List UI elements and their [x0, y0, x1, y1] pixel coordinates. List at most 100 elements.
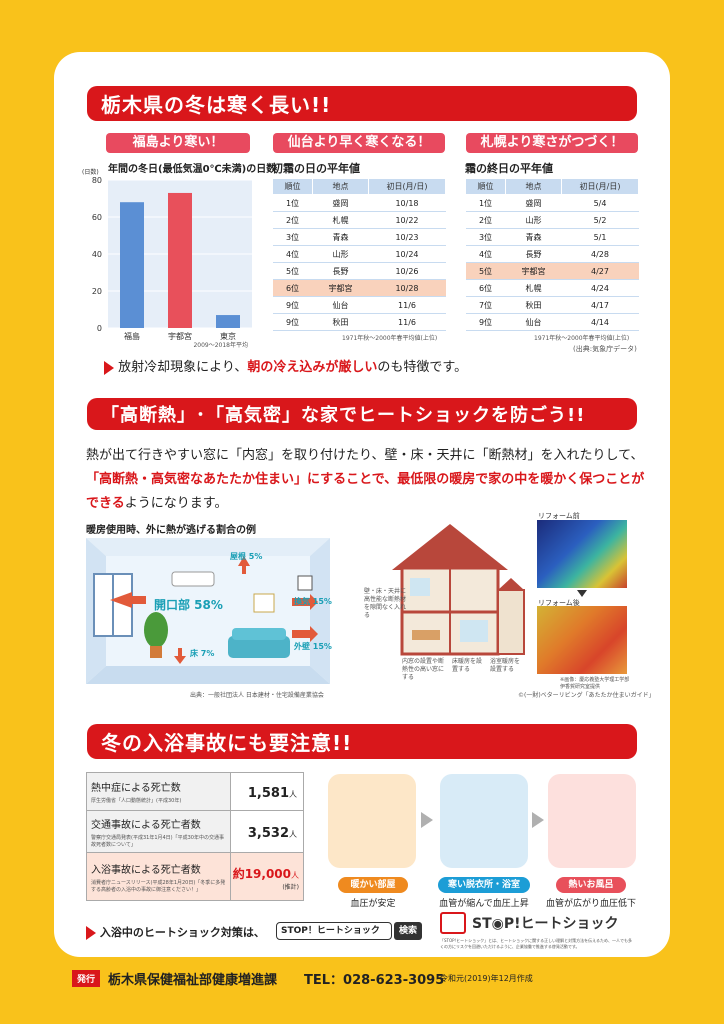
table-cell: 秋田 — [505, 296, 562, 314]
table-row: 3位 青森 5/1 — [465, 228, 639, 246]
table-cell: 5/1 — [561, 228, 639, 246]
step-caption: 血圧が安定 — [350, 899, 396, 909]
cold-note: 放射冷却現象により、朝の冷え込みが厳しいのも特徴です。 — [104, 356, 467, 375]
table-cell: 札幌 — [312, 211, 369, 229]
stat-unit: 人 — [291, 870, 299, 880]
y-tick-label: 80 — [92, 176, 102, 185]
table-cell: 5/2 — [561, 211, 639, 229]
hot-bath-illustration — [548, 774, 636, 868]
col1-pill: 福島より寒い！ — [106, 133, 250, 153]
search-input[interactable]: STOP！ヒートショック — [276, 922, 392, 940]
table-cell: 7位 — [465, 296, 506, 314]
table-cell: 10/28 — [368, 279, 446, 297]
table-cell: 青森 — [312, 228, 369, 246]
bar — [216, 315, 240, 328]
y-tick-label: 0 — [97, 324, 102, 333]
stat-sub: 厚生労働省「人口動態統計」(平成30年) — [91, 798, 182, 804]
y-tick-label: 20 — [92, 287, 102, 296]
table-cell: 青森 — [505, 228, 562, 246]
data-source: (出典:気象庁データ) — [573, 345, 637, 353]
table-cell: 4/14 — [561, 313, 639, 331]
stat-sub: 警察庁交通局発表(平成31年1月4日)「平成30年中の交通事故死者数について」 — [91, 834, 224, 848]
stat-row: 入浴事故による死亡者数 消費者庁ニュースリリース(平成28年1月20日)「冬季に… — [86, 852, 304, 901]
table-row: 5位 宇都宮 4/27 — [465, 262, 639, 280]
step-arrow-icon — [421, 812, 433, 828]
cold-dressing-room-illustration — [440, 774, 528, 868]
section3-title: 冬の入浴事故にも要注意!! — [87, 724, 637, 759]
thermal-image-before — [537, 520, 627, 588]
reform-before-label: リフォーム前 — [538, 512, 580, 520]
table-cell: 盛岡 — [312, 194, 369, 212]
table-cell: 3位 — [272, 228, 313, 246]
house-logo-icon — [440, 912, 466, 934]
table-cell: 11/6 — [368, 296, 446, 314]
table-cell: 宇都宮 — [505, 262, 562, 280]
label-ventilation: 換気 15% — [294, 597, 332, 606]
y-tick-label: 60 — [92, 213, 102, 222]
y-axis-label: (日数) — [82, 168, 99, 176]
para-part2: ようになります。 — [124, 496, 228, 511]
stat-row: 交通事故による死亡者数 警察庁交通局発表(平成31年1月4日)「平成30年中の交… — [86, 810, 304, 853]
table-cell: 6位 — [465, 279, 506, 297]
para-part1: 熱が出て行きやすい窓に「内窓」を取り付けたり、壁・床・天井に「断熱材」を入れたり… — [86, 448, 644, 463]
table-row: 6位 札幌 4/24 — [465, 279, 639, 297]
footer-badge: 発行 — [72, 970, 101, 987]
stat-value: 1,581 — [247, 786, 289, 801]
table-row: 2位 札幌 10/22 — [272, 211, 446, 229]
table-cell: 4位 — [465, 245, 506, 263]
warm-room-illustration — [328, 774, 416, 868]
x-tick-label: 宇都宮 — [168, 331, 192, 341]
table-cell: 9位 — [272, 296, 313, 314]
x-tick-label: 東京 — [220, 331, 236, 341]
search-pre: 入浴中のヒートショック対策は、 — [99, 926, 265, 939]
col3-pill: 札幌より寒さがつづく！ — [466, 133, 638, 153]
table-row: 9位 仙台 4/14 — [465, 313, 639, 331]
table-cell: 1位 — [465, 194, 506, 212]
table-row: 7位 秋田 4/17 — [465, 296, 639, 314]
chart-source: 2009～2018年平均 — [193, 341, 248, 348]
x-tick-label: 福島 — [124, 331, 140, 341]
table-row: 4位 山形 10/24 — [272, 245, 446, 263]
note-pre: 放射冷却現象により、 — [118, 360, 248, 375]
para-red: 「高断熱・高気密なあたたか住まい」にすることで、最低限の暖房で家の中を暖かく保つ… — [86, 472, 645, 511]
section1-title: 栃木県の冬は寒く長い!! — [87, 86, 637, 121]
stat-label: 交通事故による死亡者数 — [91, 819, 201, 831]
table-cell: 5位 — [272, 262, 313, 280]
room-illustration — [86, 538, 330, 684]
col-header: 順位 — [272, 178, 313, 195]
label-wall: 外壁 15% — [294, 642, 332, 651]
col-header: 地点 — [505, 178, 562, 195]
table-cell: 山形 — [505, 211, 562, 229]
table-row: 3位 青森 10/23 — [272, 228, 446, 246]
stop-heatshock-logo: ST◉P!ヒートショック — [472, 916, 619, 932]
thermal-image-after — [537, 606, 627, 674]
search-button[interactable]: 検索 — [394, 922, 422, 940]
insulation-paragraph: 熱が出て行きやすい窓に「内窓」を取り付けたり、壁・床・天井に「断熱材」を入れたり… — [86, 444, 646, 516]
first-frost-footnote: 1971年秋～2000年春平均値(上位) — [342, 335, 438, 342]
reform-credit: ※画像：慶応義塾大学理工学部伊香賀研究室提供 — [560, 677, 630, 690]
table-cell: 札幌 — [505, 279, 562, 297]
table-cell: 5位 — [465, 262, 506, 280]
stat-extra: (推計) — [282, 883, 299, 891]
search-prompt: 入浴中のヒートショック対策は、 — [86, 924, 265, 940]
logo-note: 「STOP!ヒートショック」とは、ヒートショックに関する正しい理解と対策方法を伝… — [440, 938, 633, 949]
table-row: 6位 宇都宮 10/28 — [272, 279, 446, 297]
table-cell: 1位 — [272, 194, 313, 212]
first-frost-table: 順位 地点 初日(月/日) 1位 盛岡 10/18 2位 札幌 10/22 3位 青森 10/2… — [272, 178, 446, 331]
section2-title: 「高断熱」･「高気密」な家でヒートショックを防ごう!! — [87, 398, 637, 430]
table-cell: 4/24 — [561, 279, 639, 297]
table-cell: 山形 — [312, 245, 369, 263]
last-frost-footnote: 1971年秋～2000年春平均値(上位) — [534, 335, 630, 342]
stat-label: 入浴事故による死亡者数 — [91, 864, 201, 876]
table-row: 9位 秋田 11/6 — [272, 313, 446, 331]
table-cell: 長野 — [505, 245, 562, 263]
last-frost-table: 順位 地点 初日(月/日) 1位 盛岡 5/4 2位 山形 5/2 3位 青森 5/1 4位 長野 4… — [465, 178, 639, 331]
col-header: 初日(月/日) — [368, 178, 446, 195]
step-label: 寒い脱衣所・浴室 — [438, 877, 530, 893]
table-cell: 2位 — [465, 211, 506, 229]
table-cell: 9位 — [272, 313, 313, 331]
house-illustration — [392, 524, 525, 656]
table-row: 1位 盛岡 10/18 — [272, 194, 446, 212]
step-caption: 血管が広がり血圧低下 — [545, 899, 636, 909]
